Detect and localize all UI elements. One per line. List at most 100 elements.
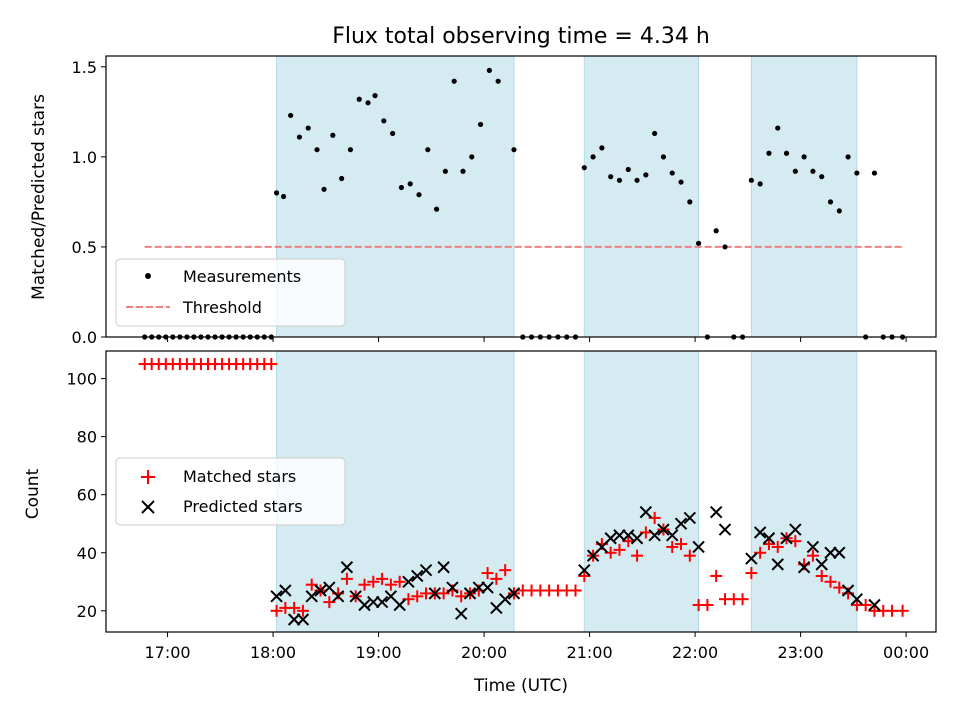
matched-star-marker	[490, 572, 503, 585]
measurement-point	[281, 193, 287, 200]
shaded-interval	[750, 55, 858, 338]
predicted-star-marker	[507, 587, 521, 600]
top-y-axis-label: Matched/Predicted stars	[29, 94, 49, 300]
matched-star-marker	[824, 575, 837, 588]
y-tick-label: 0.5	[72, 238, 97, 257]
matched-star-marker	[886, 604, 899, 617]
predicted-star-marker	[331, 590, 345, 603]
predicted-star-marker	[279, 584, 292, 597]
predicted-star-marker	[578, 563, 591, 577]
matched-star-marker	[265, 358, 278, 371]
measurement-point	[460, 168, 466, 174]
predicted-star-marker	[692, 540, 705, 554]
measurement-point	[871, 170, 878, 176]
predicted-star-marker	[762, 532, 776, 545]
bottom-y-axis-label: Count	[23, 468, 43, 519]
y-tick-label: 60	[77, 486, 97, 505]
top-legend: Measurements Threshold	[115, 258, 346, 327]
matched-star-marker	[896, 604, 909, 617]
measurement-point	[748, 177, 754, 183]
predicted-star-marker	[648, 529, 661, 542]
x-tick-label: 17:00	[144, 643, 190, 662]
measurement-point	[836, 208, 842, 214]
matched-star-marker	[393, 575, 406, 588]
predicted-star-marker	[287, 613, 301, 626]
predicted-star-marker	[797, 561, 811, 574]
top-legend-box	[115, 258, 346, 327]
measurement-point	[425, 147, 431, 153]
shaded-interval	[583, 350, 700, 633]
top-panel: 0.0 0.5 1.0 1.5 Matched/Predicted stars Mea…	[29, 55, 937, 347]
predicted-star-marker	[437, 561, 450, 574]
chart-title: Flux total observing time = 4.34 h	[332, 24, 710, 49]
legend-measurements-marker	[145, 273, 151, 279]
matched-star-marker	[806, 549, 819, 562]
top-shaded-intervals	[276, 55, 858, 338]
measurement-point	[696, 240, 702, 246]
predicted-star-marker	[393, 598, 406, 612]
measurement-point	[792, 168, 798, 174]
predicted-star-marker	[745, 552, 758, 565]
measurement-point	[433, 206, 440, 212]
predicted-star-marker	[419, 563, 433, 577]
measurement-point	[608, 174, 614, 180]
measurement-point	[625, 166, 631, 173]
measurement-point	[381, 118, 387, 124]
legend-predicted-label: Predicted stars	[183, 497, 303, 516]
matched-star-marker	[833, 581, 846, 594]
predicted-star-marker	[718, 523, 732, 536]
predicted-star-marker	[806, 540, 820, 554]
matched-star-marker	[666, 540, 679, 553]
measurement-point	[819, 174, 825, 180]
legend-matched-label: Matched stars	[183, 467, 296, 486]
predicted-star-marker	[639, 505, 653, 519]
measurement-point	[845, 154, 851, 160]
shaded-interval	[583, 55, 700, 338]
predicted-star-marker	[674, 517, 688, 530]
predicted-star-marker	[402, 575, 415, 588]
x-tick-label: 18:00	[250, 643, 296, 662]
matched-star-marker	[613, 543, 626, 556]
matched-star-marker	[340, 572, 353, 585]
measurement-point	[314, 147, 320, 153]
measurement-point	[757, 181, 763, 187]
predicted-star-marker	[789, 523, 802, 536]
matched-star-marker	[270, 604, 283, 617]
x-tick-label: 21:00	[567, 643, 613, 662]
bottom-y-ticks: 20 40 60 80 100	[66, 370, 106, 621]
top-x-ticks	[167, 337, 907, 342]
measurement-point	[581, 165, 587, 171]
legend-matched-marker	[141, 470, 155, 484]
y-tick-label: 20	[77, 602, 97, 621]
predicted-star-marker	[472, 581, 486, 594]
measurement-point	[599, 145, 605, 151]
measurement-point	[810, 168, 816, 174]
matched-star-marker	[376, 572, 389, 585]
matched-star-marker	[631, 549, 644, 562]
measurement-point	[321, 186, 327, 192]
predicted-star-marker	[314, 584, 327, 597]
measurement-point	[372, 93, 378, 99]
measurement-point	[687, 199, 693, 205]
matched-star-marker	[745, 567, 758, 580]
y-tick-label: 0.0	[72, 328, 97, 347]
predicted-star-marker	[481, 581, 494, 594]
shaded-interval	[750, 350, 858, 633]
measurement-point	[801, 154, 807, 160]
y-tick-label: 1.0	[72, 148, 97, 167]
x-axis-label: Time (UTC)	[473, 676, 568, 696]
measurement-point	[398, 184, 405, 191]
measurement-point	[273, 190, 280, 196]
predicted-star-marker	[270, 590, 283, 603]
measurement-point	[339, 175, 345, 182]
measurement-point	[416, 192, 422, 198]
predicted-star-marker	[367, 595, 380, 609]
matched-star-marker	[499, 564, 512, 577]
measurement-point	[356, 96, 362, 102]
predicted-star-marker	[824, 546, 837, 559]
predicted-star-marker	[850, 592, 864, 606]
matched-star-marker	[771, 540, 784, 553]
predicted-star-marker	[771, 558, 784, 571]
x-tick-label: 00:00	[883, 643, 929, 662]
measurement-point	[652, 130, 658, 137]
